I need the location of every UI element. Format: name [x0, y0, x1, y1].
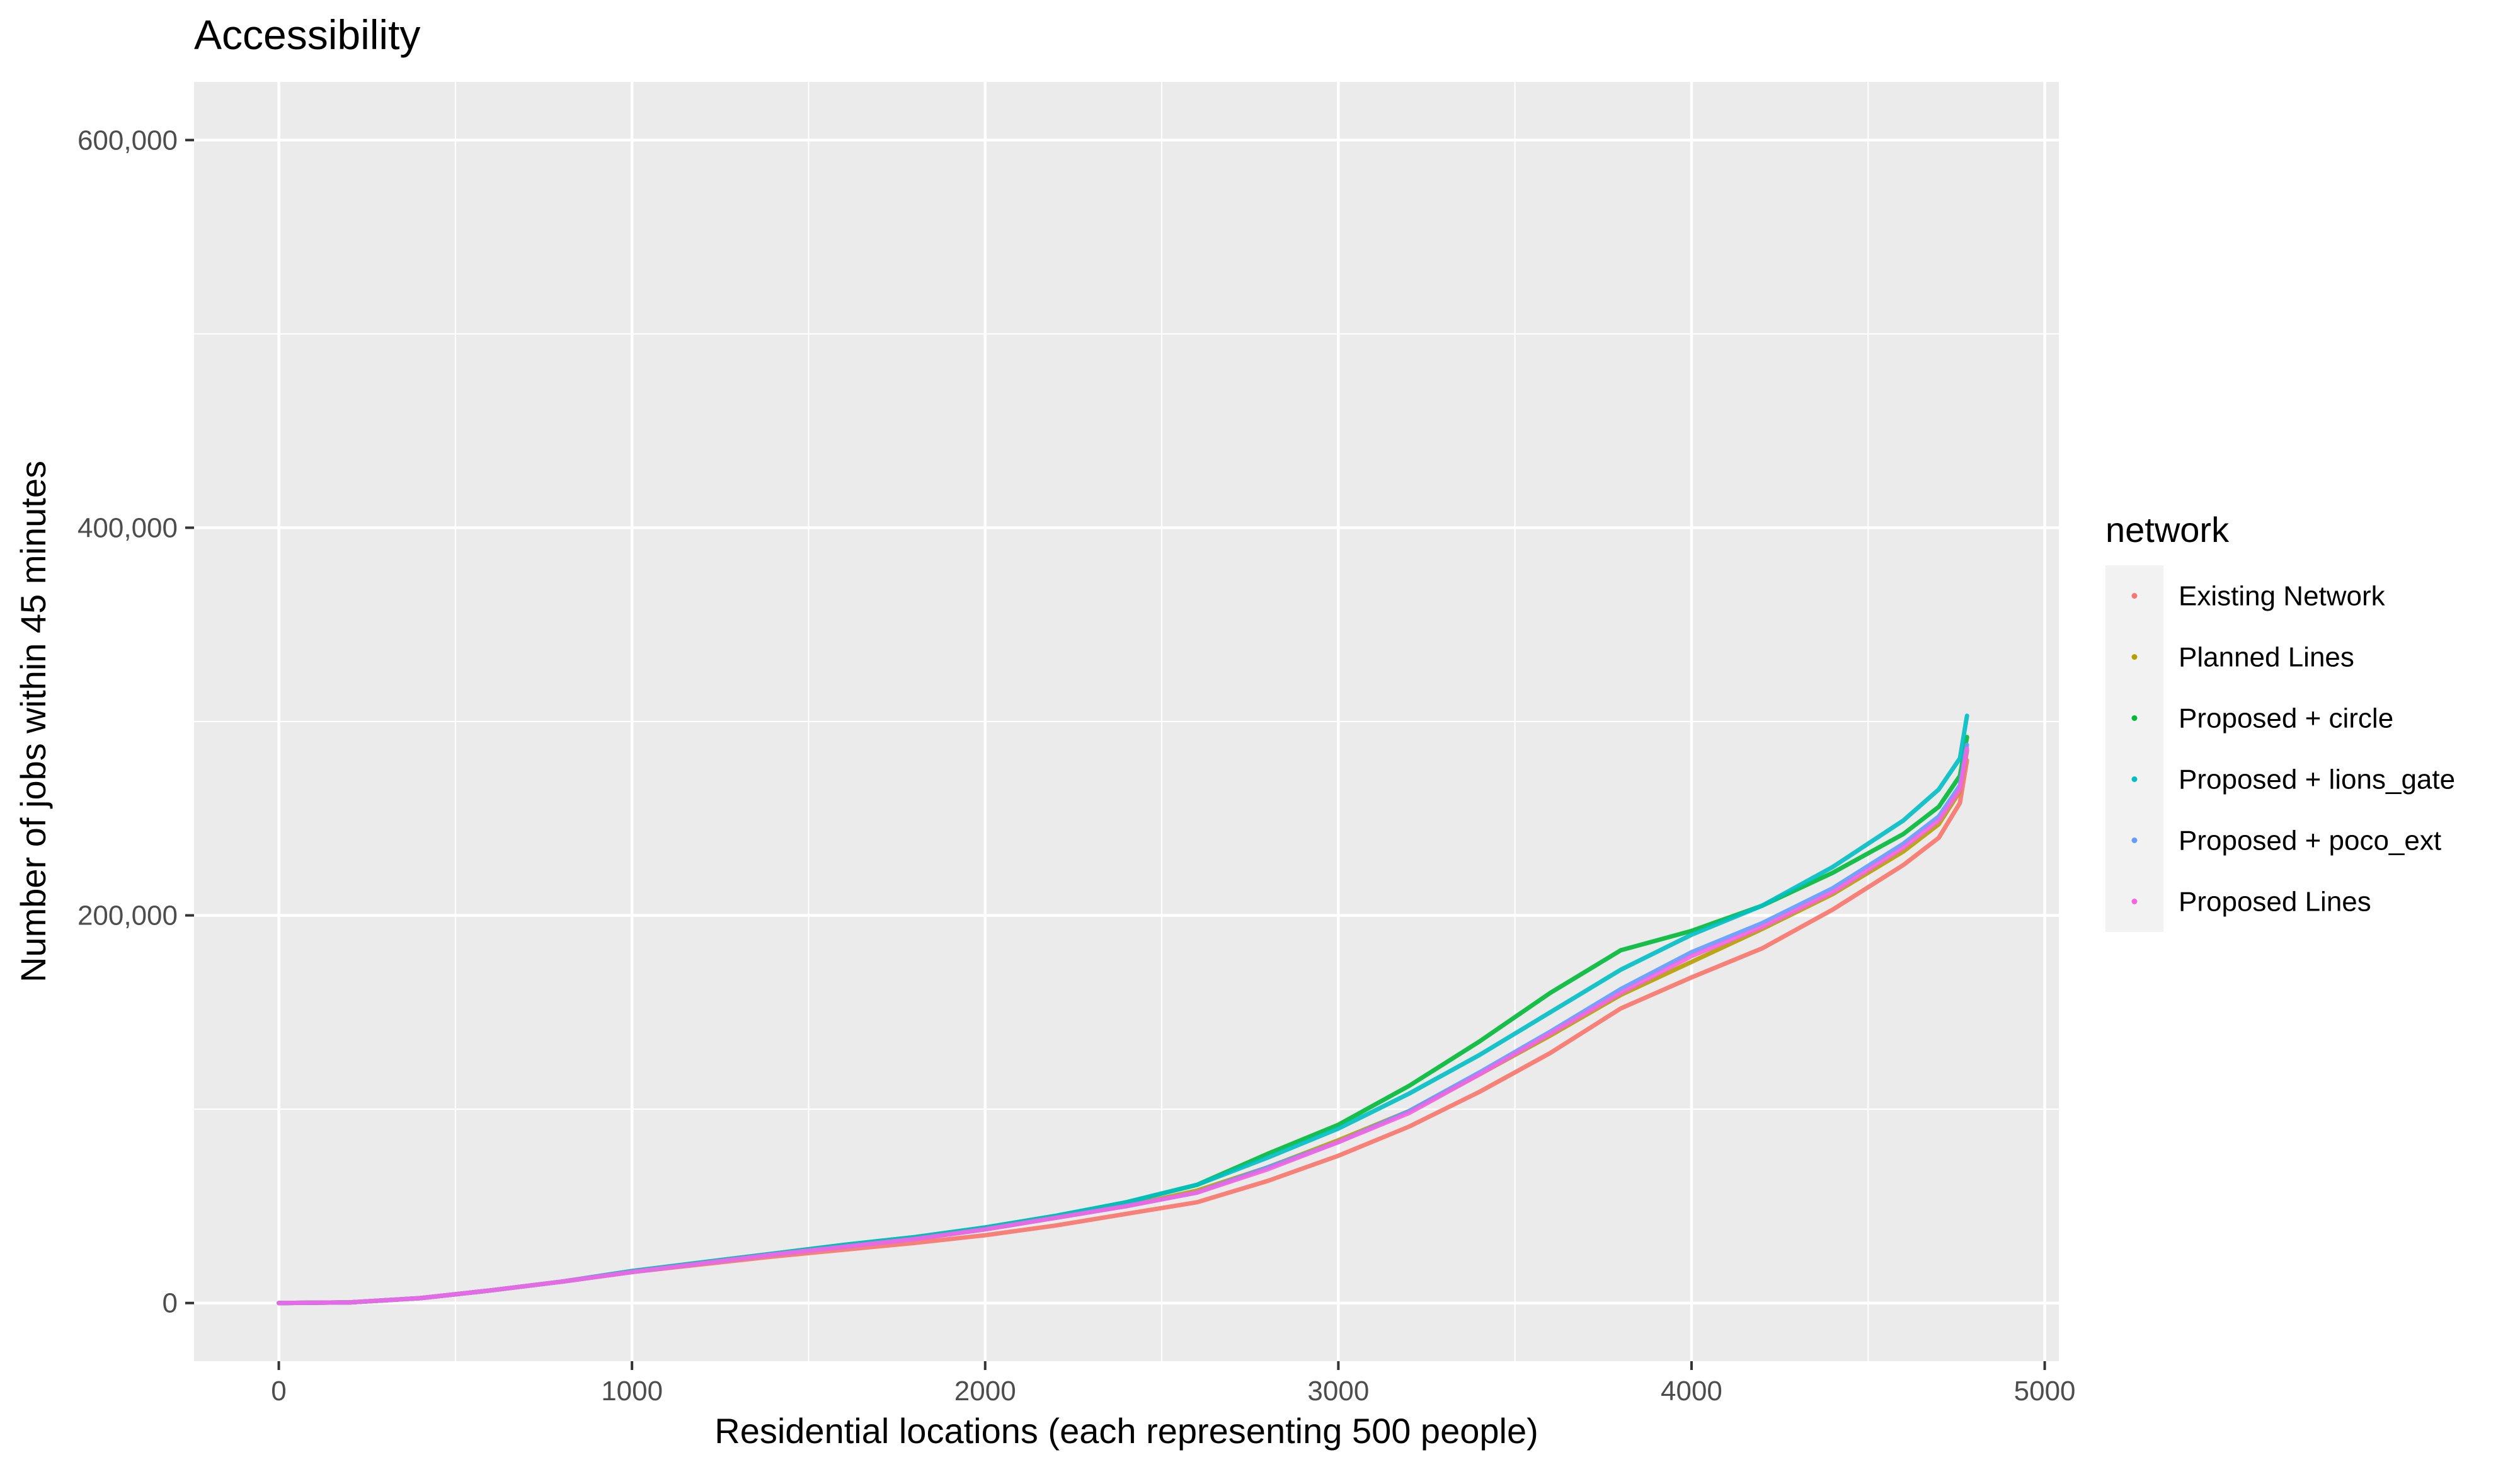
y-tick-label: 400,000	[77, 512, 178, 543]
y-tick-label: 600,000	[77, 125, 178, 156]
legend-key-swatch	[2131, 715, 2138, 721]
legend-item-label: Existing Network	[2179, 581, 2386, 612]
x-axis: 0 1000 2000 3000 4000 5000	[271, 1361, 2076, 1407]
x-tick-label: 0	[271, 1376, 286, 1407]
legend-item-label: Proposed + lions_gate	[2179, 764, 2455, 795]
y-axis-title: Number of jobs within 45 minutes	[13, 461, 53, 982]
legend-item-label: Proposed + poco_ext	[2179, 826, 2441, 856]
legend-key-swatch	[2131, 776, 2138, 782]
legend-title: network	[2105, 510, 2230, 550]
x-axis-title: Residential locations (each representing…	[714, 1411, 1538, 1451]
legend-key-background	[2105, 565, 2163, 932]
y-axis: 0 200,000 400,000 600,000	[77, 125, 194, 1319]
legend: network Existing Network Planned Lines Pro…	[2105, 510, 2455, 932]
legend-item-label: Proposed Lines	[2179, 887, 2371, 918]
series-line-proposed-lines	[277, 746, 1969, 1306]
legend-key-swatch	[2131, 837, 2138, 843]
x-tick-label: 4000	[1661, 1376, 1722, 1407]
x-tick-label: 1000	[601, 1376, 663, 1407]
major-gridlines	[194, 82, 2059, 1361]
legend-key-swatch	[2131, 899, 2138, 904]
chart-title: Accessibility	[194, 11, 420, 58]
x-tick-label: 2000	[954, 1376, 1016, 1407]
y-tick-label: 0	[163, 1288, 178, 1319]
legend-key-swatch	[2131, 654, 2138, 660]
x-tick-label: 5000	[2014, 1376, 2076, 1407]
legend-item-label: Proposed + circle	[2179, 703, 2393, 734]
legend-key-swatch	[2131, 593, 2138, 599]
minor-gridlines	[194, 82, 2059, 1361]
series-lines	[277, 713, 1969, 1306]
x-tick-label: 3000	[1307, 1376, 1369, 1407]
legend-item-label: Planned Lines	[2179, 642, 2354, 673]
y-tick-label: 200,000	[77, 901, 178, 931]
